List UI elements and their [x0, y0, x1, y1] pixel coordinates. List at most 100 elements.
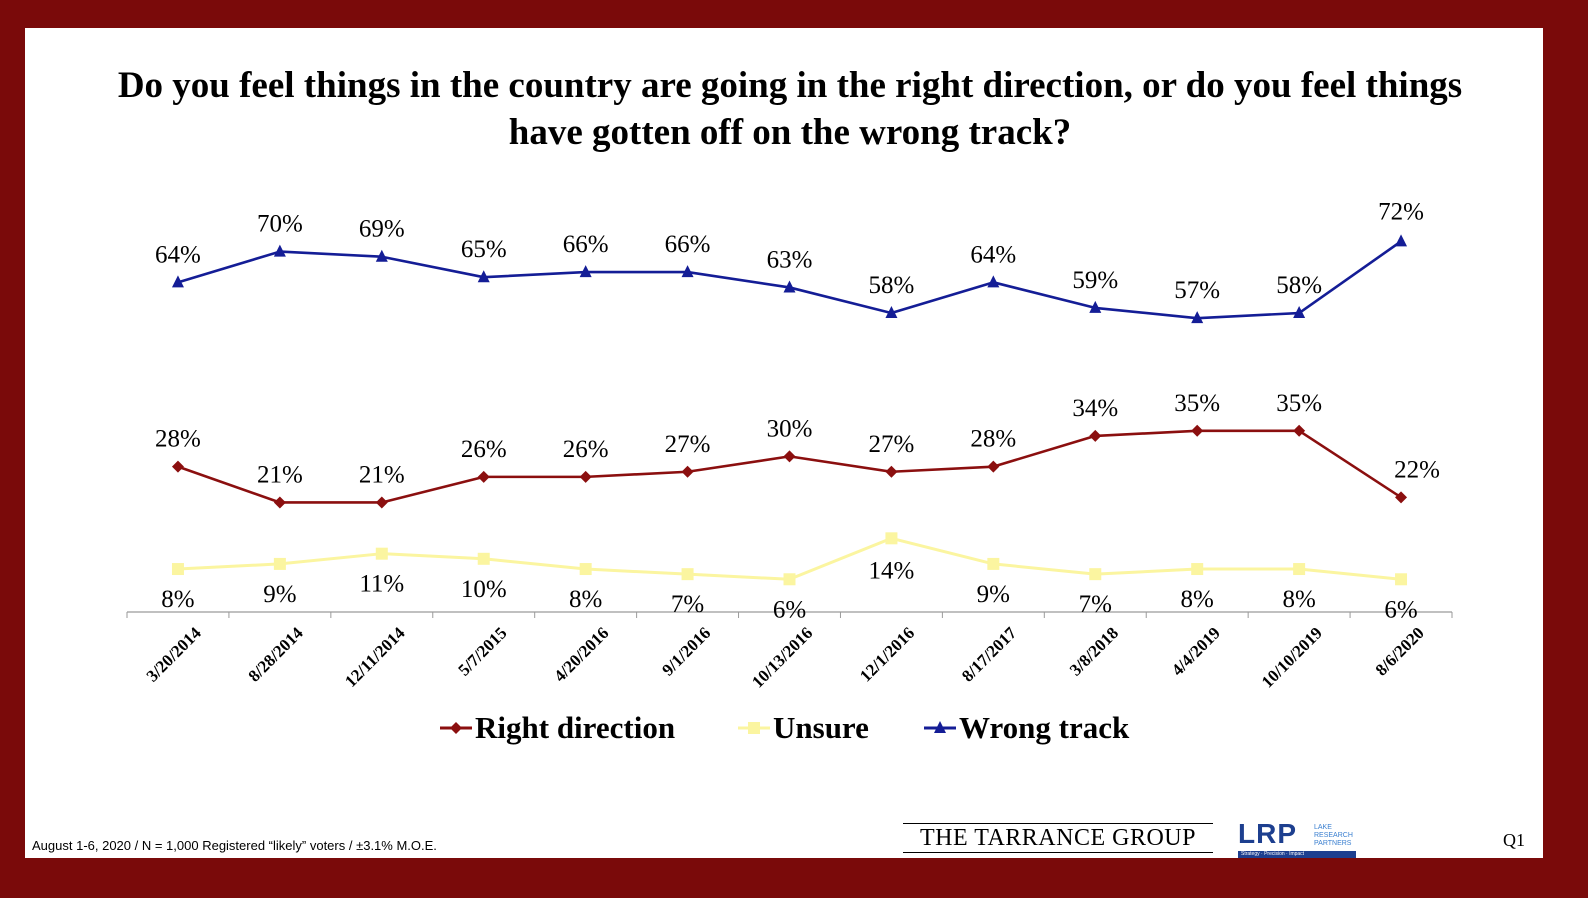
data-label: 10%: [461, 576, 507, 603]
lrp-logo-tagline: Strategy · Precision · Impact: [1238, 851, 1356, 858]
x-tick-label: 8/28/2014: [245, 623, 308, 686]
data-label: 14%: [869, 557, 915, 584]
question-number: Q1: [1503, 830, 1525, 850]
data-label: 58%: [1276, 272, 1322, 299]
data-point: [1089, 429, 1102, 442]
legend-marker: [934, 721, 946, 733]
data-label: 27%: [869, 431, 915, 458]
data-label: 28%: [970, 426, 1016, 453]
data-label: 21%: [257, 461, 303, 488]
data-point: [1089, 300, 1102, 313]
data-point: [885, 465, 898, 478]
x-tick-label: 8/6/2020: [1372, 623, 1428, 679]
data-point: [375, 547, 388, 560]
data-point: [1191, 311, 1204, 324]
data-point: [783, 280, 796, 293]
data-point: [1089, 568, 1102, 581]
data-label: 22%: [1394, 456, 1440, 483]
data-point: [1395, 234, 1408, 247]
data-label: 27%: [665, 431, 711, 458]
x-tick-label: 4/20/2016: [550, 623, 612, 685]
data-label: 11%: [359, 571, 404, 598]
data-point: [273, 496, 286, 509]
data-point: [477, 470, 490, 483]
data-point: [171, 275, 184, 288]
legend-label: Wrong track: [959, 710, 1130, 745]
data-point: [579, 563, 592, 576]
data-label: 65%: [461, 236, 507, 263]
data-label: 21%: [359, 461, 405, 488]
chart-title: Do you feel things in the country are go…: [117, 65, 1463, 153]
data-label: 6%: [1384, 596, 1417, 623]
data-label: 26%: [563, 436, 609, 463]
legend-label: Unsure: [773, 710, 869, 745]
data-point: [171, 460, 184, 473]
data-point: [885, 306, 898, 319]
data-point: [1293, 306, 1306, 319]
data-label: 72%: [1378, 198, 1424, 225]
data-point: [783, 450, 796, 463]
data-point: [681, 465, 694, 478]
data-point: [579, 470, 592, 483]
data-point: [375, 496, 388, 509]
data-label: 8%: [1282, 586, 1315, 613]
lrp-logo-letters: LRP: [1238, 818, 1297, 849]
data-point: [783, 573, 796, 586]
x-tick-label: 4/4/2019: [1168, 623, 1224, 679]
data-point: [987, 557, 1000, 570]
data-point: [273, 244, 286, 257]
data-point: [1395, 573, 1408, 586]
slide: [25, 28, 1543, 858]
data-point: [681, 265, 694, 278]
x-tick-label: 10/13/2016: [748, 623, 816, 691]
x-tick-label: 12/11/2014: [341, 623, 409, 691]
data-label: 66%: [665, 231, 711, 258]
x-tick-label: 10/10/2019: [1258, 623, 1326, 691]
data-point: [1191, 424, 1204, 437]
legend-label: Right direction: [475, 710, 675, 745]
data-label: 7%: [671, 591, 704, 618]
data-label: 69%: [359, 216, 405, 243]
data-label: 35%: [1174, 390, 1220, 417]
data-label: 63%: [767, 246, 813, 273]
data-label: 70%: [257, 211, 303, 238]
data-label: 9%: [263, 581, 296, 608]
x-tick-label: 3/8/2018: [1066, 623, 1122, 679]
lrp-logo: LRP LAKE RESEARCH PARTNERS Strategy · Pr…: [1238, 818, 1360, 858]
data-point: [1395, 491, 1408, 504]
data-label: 8%: [569, 586, 602, 613]
x-tick-label: 5/7/2015: [454, 623, 510, 679]
data-label: 9%: [977, 581, 1010, 608]
lrp-logo-subtitle: LAKE RESEARCH PARTNERS: [1314, 824, 1353, 847]
data-label: 7%: [1079, 591, 1112, 618]
x-tick-label: 12/1/2016: [856, 623, 918, 685]
data-point: [987, 275, 1000, 288]
data-label: 28%: [155, 426, 201, 453]
data-label: 6%: [773, 596, 806, 623]
data-point: [171, 563, 184, 576]
x-tick-label: 8/17/2017: [958, 623, 1021, 686]
tarrance-group-logo: THE TARRANCE GROUP: [903, 823, 1213, 853]
data-point: [1293, 424, 1306, 437]
footer-note: August 1-6, 2020 / N = 1,000 Registered …: [32, 838, 437, 853]
data-label: 30%: [767, 415, 813, 442]
data-label: 8%: [1181, 586, 1214, 613]
legend-marker: [450, 722, 462, 734]
data-point: [1191, 563, 1204, 576]
data-label: 64%: [970, 241, 1016, 268]
data-label: 26%: [461, 436, 507, 463]
data-point: [681, 568, 694, 581]
data-point: [885, 532, 898, 545]
data-label: 34%: [1072, 395, 1118, 422]
data-label: 35%: [1276, 390, 1322, 417]
data-point: [375, 249, 388, 262]
data-point: [273, 557, 286, 570]
data-point: [477, 270, 490, 283]
x-tick-label: 3/20/2014: [143, 623, 206, 686]
data-label: 58%: [869, 272, 915, 299]
data-point: [987, 460, 1000, 473]
data-label: 59%: [1072, 267, 1118, 294]
x-tick-label: 9/1/2016: [658, 623, 714, 679]
data-label: 8%: [161, 586, 194, 613]
